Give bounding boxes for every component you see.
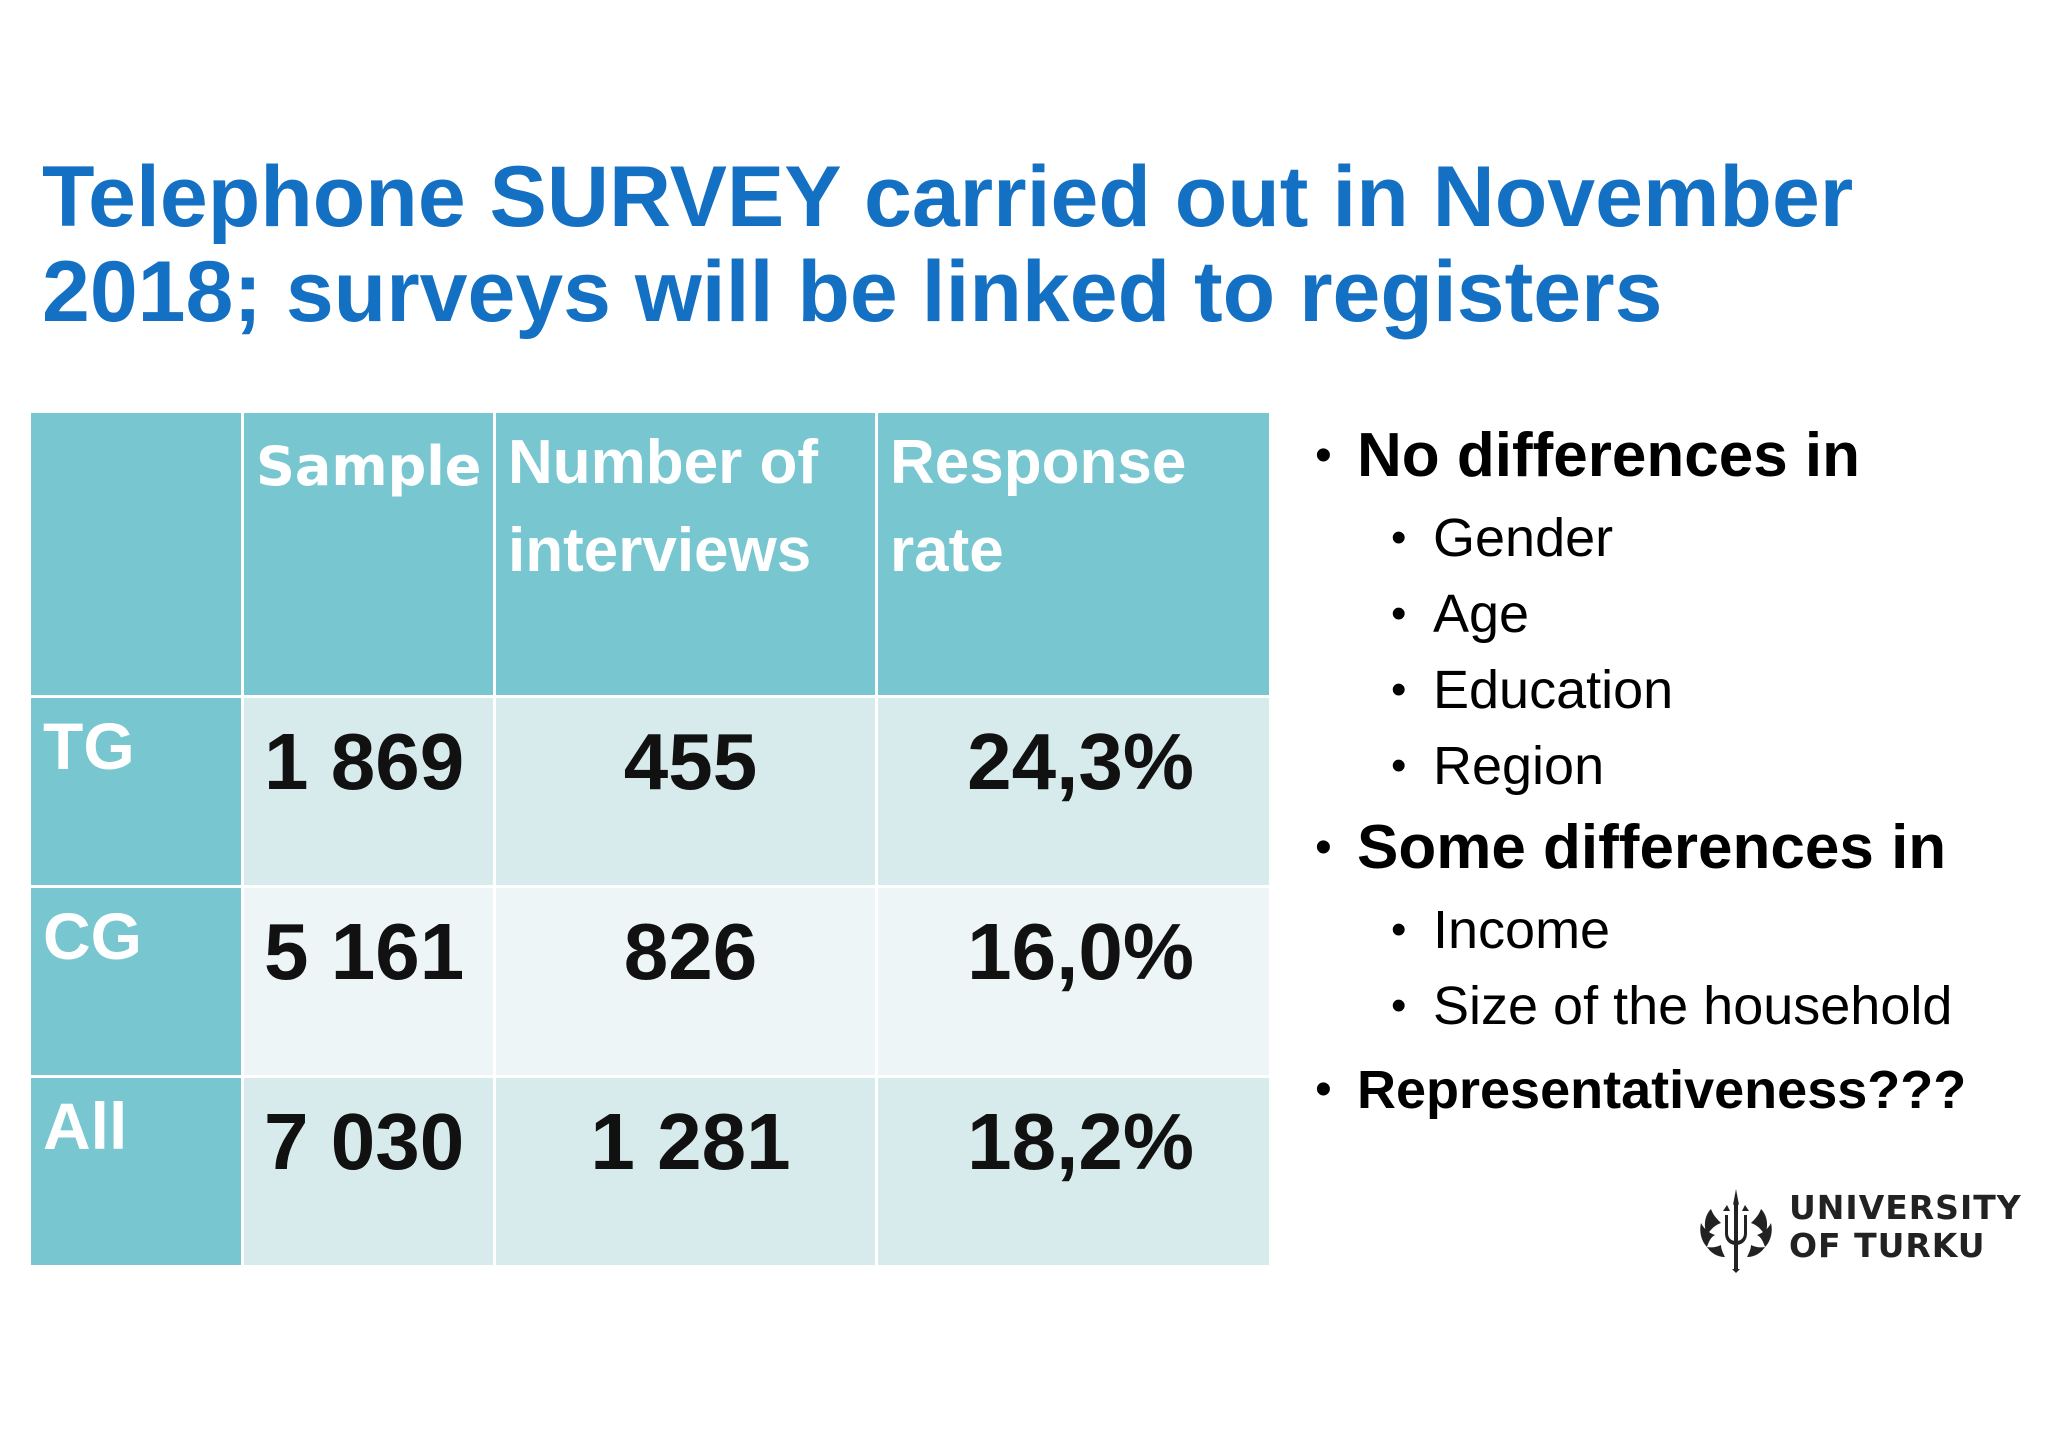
sub-bullet-education: • Education bbox=[1315, 652, 2035, 728]
logo-line-2: OF TURKU bbox=[1789, 1226, 1986, 1265]
sub-bullet-gender: • Gender bbox=[1315, 500, 2035, 576]
row-label-tg: TG bbox=[28, 695, 244, 888]
logo-line-1: UNIVERSITY bbox=[1789, 1188, 2022, 1227]
header-number-of-interviews: Number of interviews bbox=[493, 410, 878, 698]
sub-bullet-household-size: • Size of the household bbox=[1315, 968, 2035, 1044]
bullet-some-differences: • Some differences in bbox=[1315, 804, 2035, 892]
sub-bullet-label: Gender bbox=[1433, 508, 1614, 568]
cell-all-response-rate: 18,2% bbox=[875, 1075, 1272, 1268]
header-corner-cell bbox=[28, 410, 244, 698]
row-label-all: All bbox=[28, 1075, 244, 1268]
slide-title: Telephone SURVEY carried out in November… bbox=[42, 149, 1854, 340]
bullet-representativeness-label: Representativeness??? bbox=[1357, 1060, 1967, 1120]
header-sample: Sample bbox=[241, 410, 496, 698]
cell-cg-interviews: 826 bbox=[493, 885, 878, 1078]
cell-cg-sample: 5 161 bbox=[241, 885, 496, 1078]
bullet-dot-icon: • bbox=[1391, 589, 1407, 638]
cell-all-sample: 7 030 bbox=[241, 1075, 496, 1268]
bullet-dot-icon: • bbox=[1391, 905, 1407, 954]
bullet-no-differences: • No differences in bbox=[1315, 412, 2035, 500]
cell-cg-response-rate: 16,0% bbox=[875, 885, 1272, 1078]
bullet-dot-icon: • bbox=[1315, 429, 1332, 482]
survey-results-table: Sample Number of interviews Response rat… bbox=[28, 410, 1272, 1268]
sub-bullet-label: Region bbox=[1433, 736, 1605, 796]
table-row-tg: TG 1 869 455 24,3% bbox=[28, 695, 1272, 888]
bullet-dot-icon: • bbox=[1391, 981, 1407, 1030]
table-row-all: All 7 030 1 281 18,2% bbox=[28, 1075, 1272, 1268]
table-header-row: Sample Number of interviews Response rat… bbox=[28, 410, 1272, 698]
row-label-cg: CG bbox=[28, 885, 244, 1078]
findings-bullet-list: • No differences in • Gender • Age • Edu… bbox=[1315, 412, 2035, 1130]
cell-tg-interviews: 455 bbox=[493, 695, 878, 888]
cell-all-interviews: 1 281 bbox=[493, 1075, 878, 1268]
bullet-dot-icon: • bbox=[1391, 513, 1407, 562]
sub-bullet-age: • Age bbox=[1315, 576, 2035, 652]
sub-bullet-label: Income bbox=[1433, 900, 1611, 960]
bullet-some-differences-label: Some differences in bbox=[1357, 813, 1947, 882]
logo-wordmark: UNIVERSITY OF TURKU bbox=[1789, 1189, 2022, 1265]
university-of-turku-logo: UNIVERSITY OF TURKU bbox=[1695, 1185, 2025, 1275]
bullet-dot-icon: • bbox=[1315, 821, 1332, 874]
cell-tg-response-rate: 24,3% bbox=[875, 695, 1272, 888]
cell-tg-sample: 1 869 bbox=[241, 695, 496, 888]
bullet-dot-icon: • bbox=[1391, 665, 1407, 714]
bullet-representativeness: • Representativeness??? bbox=[1315, 1050, 2035, 1130]
sub-bullet-label: Age bbox=[1433, 584, 1530, 644]
university-of-turku-emblem-icon bbox=[1700, 1189, 1772, 1273]
bullet-no-differences-label: No differences in bbox=[1357, 421, 1860, 490]
sub-bullet-region: • Region bbox=[1315, 728, 2035, 804]
table-row-cg: CG 5 161 826 16,0% bbox=[28, 885, 1272, 1078]
sub-bullet-label: Education bbox=[1433, 660, 1674, 720]
bullet-dot-icon: • bbox=[1391, 741, 1407, 790]
header-response-rate: Response rate bbox=[875, 410, 1272, 698]
bullet-dot-icon: • bbox=[1315, 1063, 1332, 1116]
sub-bullet-income: • Income bbox=[1315, 892, 2035, 968]
sub-bullet-label: Size of the household bbox=[1433, 976, 1953, 1036]
